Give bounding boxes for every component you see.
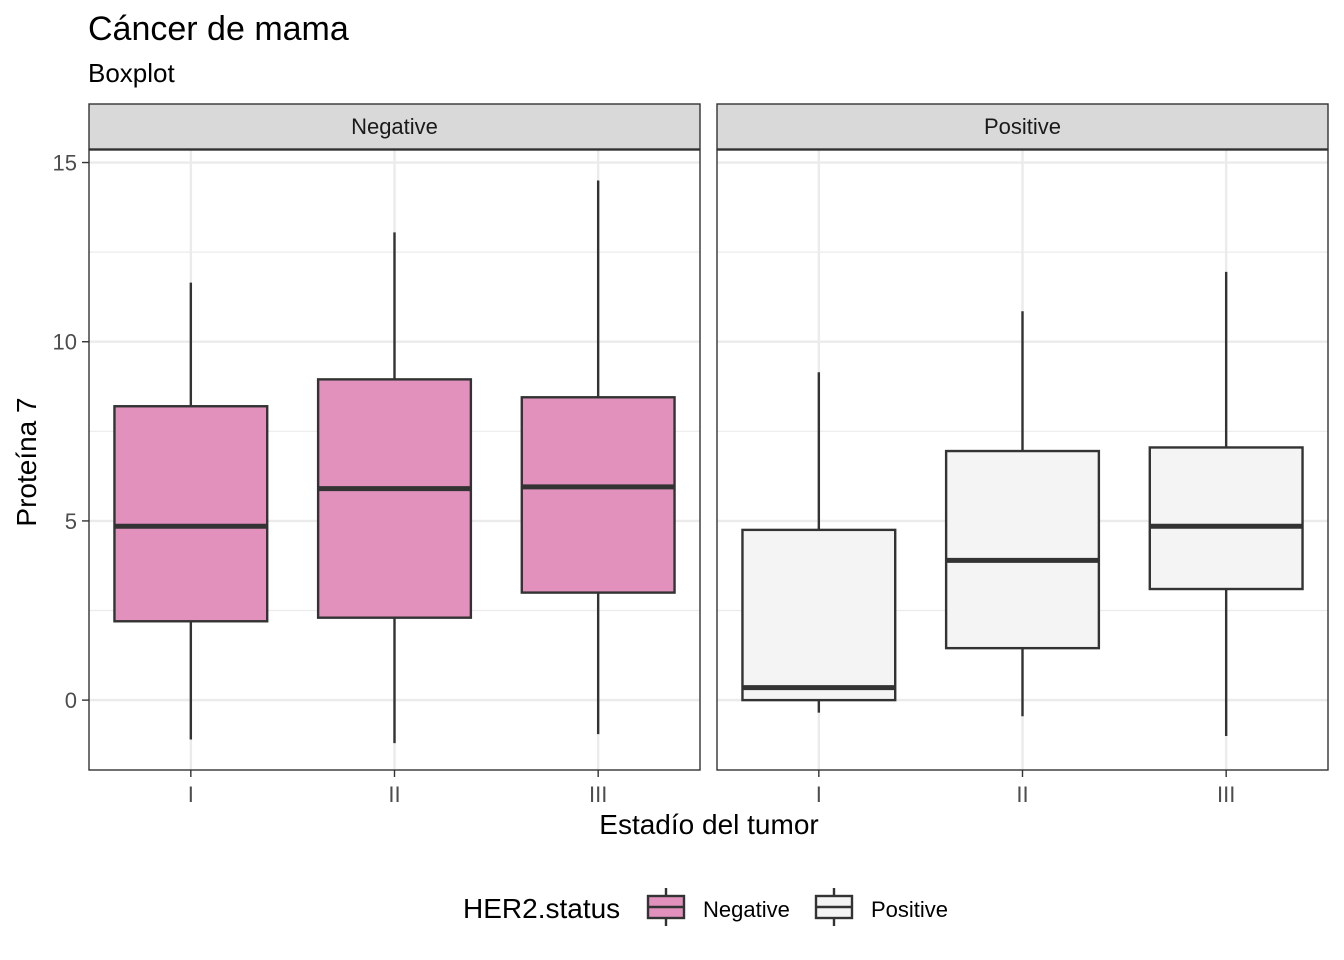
x-tick-label: II — [1016, 782, 1028, 807]
box-negative-I — [113, 282, 269, 740]
box-negative-II — [316, 232, 473, 744]
y-axis: 0 5 10 15 — [53, 151, 89, 713]
box-body — [520, 396, 676, 594]
legend-key-positive — [814, 888, 854, 926]
x-tick-label: I — [188, 782, 194, 807]
box-negative-III — [520, 180, 676, 735]
box-body — [741, 528, 897, 702]
x-tick-label: III — [1217, 782, 1235, 807]
y-tick-label: 15 — [53, 151, 77, 176]
chart-title: Cáncer de mama — [88, 10, 349, 48]
box-positive-II — [944, 311, 1101, 717]
legend-label-negative: Negative — [703, 897, 790, 922]
box-positive-I — [741, 372, 897, 713]
box-body — [944, 449, 1101, 650]
y-tick-label: 5 — [65, 509, 77, 534]
legend-title: HER2.status — [463, 893, 620, 924]
x-axis-title: Estadío del tumor — [599, 809, 818, 840]
facet-strip — [88, 103, 701, 150]
legend-key-negative — [646, 888, 686, 926]
x-tick-label: I — [816, 782, 822, 807]
facet-strip-label: Positive — [984, 114, 1061, 139]
y-tick-label: 10 — [53, 330, 77, 355]
box-body — [1148, 446, 1304, 591]
x-tick-label: III — [589, 782, 607, 807]
legend: HER2.status Negative Positive — [463, 888, 948, 926]
legend-label-positive: Positive — [871, 897, 948, 922]
x-tick-label: II — [388, 782, 400, 807]
chart-subtitle: Boxplot — [88, 58, 175, 88]
box-body — [316, 378, 473, 619]
facet-strip — [716, 103, 1329, 150]
facet-strip-label: Negative — [351, 114, 438, 139]
box-body — [113, 405, 269, 623]
y-tick-label: 0 — [65, 688, 77, 713]
box-positive-III — [1148, 271, 1304, 736]
y-axis-title: Proteína 7 — [11, 397, 42, 526]
